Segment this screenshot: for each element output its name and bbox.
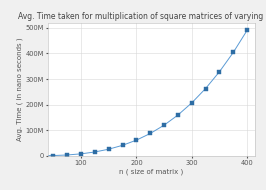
Y-axis label: Avg. Time ( in nano seconds ): Avg. Time ( in nano seconds )	[16, 37, 23, 141]
X-axis label: n ( size of matrix ): n ( size of matrix )	[119, 169, 184, 175]
Title: Avg. Time taken for multiplication of square matrices of varying sizes: Avg. Time taken for multiplication of sq…	[18, 12, 266, 21]
